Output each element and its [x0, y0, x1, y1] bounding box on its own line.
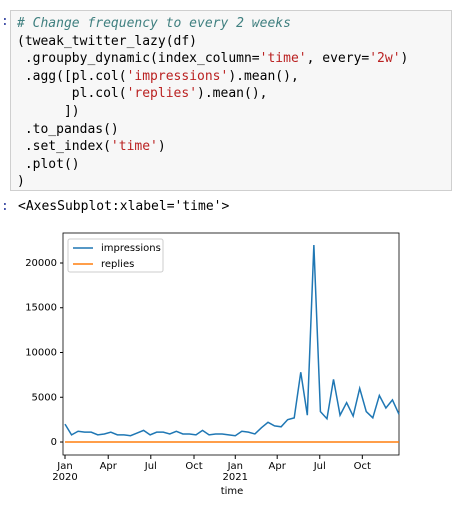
input-prompt: : — [1, 14, 9, 29]
y-tick-label: 20000 — [25, 258, 57, 269]
code-line: pl.col('replies').mean(), — [17, 85, 408, 103]
x-tick-label: Apr — [269, 461, 287, 472]
code-line: ]) — [17, 103, 408, 121]
code-line: .groupby_dynamic(index_column='time', ev… — [17, 50, 409, 68]
code-line: .agg([pl.col('impressions').mean(), — [17, 68, 408, 86]
code-cell[interactable]: # Change frequency to every 2 weeks (twea… — [10, 10, 452, 191]
code-token: ]) — [17, 103, 80, 119]
x-axis-label: time — [221, 486, 244, 497]
x-tick-label: Oct — [354, 461, 371, 472]
output-text: <AxesSubplot:xlabel='time'> — [18, 199, 230, 214]
code-token: pl.col( — [17, 86, 127, 102]
x-tick-label: Jul — [313, 461, 326, 472]
code-line: .to_pandas() — [17, 121, 408, 139]
code-token: , every= — [306, 51, 370, 67]
code-line: # Change frequency to every 2 weeks — [17, 15, 408, 33]
code-token: ) — [157, 139, 166, 155]
code-token: 'replies' — [126, 86, 198, 102]
code-line: (tweak_twitter_lazy(df) — [17, 33, 408, 51]
code-token: ) — [17, 174, 25, 190]
code-line: .plot() — [17, 156, 408, 174]
code-token: .set_index( — [17, 139, 111, 155]
x-tick-label: Apr — [100, 461, 118, 472]
x-year-label: 2020 — [52, 472, 77, 483]
code-token: ).mean(), — [228, 68, 299, 84]
code-line: .set_index('time') — [17, 138, 408, 156]
output-prompt: : — [1, 199, 9, 214]
y-tick-label: 0 — [51, 437, 57, 448]
x-tick-label: Jan — [227, 461, 243, 472]
code-token: ) — [400, 51, 409, 67]
code-token: 'time' — [110, 139, 158, 155]
x-tick-label: Jan — [56, 461, 72, 472]
series-line — [64, 245, 400, 437]
y-tick-label: 10000 — [25, 348, 57, 359]
code-token: .plot() — [17, 156, 80, 172]
code-line: ) — [17, 173, 408, 191]
code-token: (tweak_twitter_lazy(df) — [17, 33, 198, 49]
legend-label: impressions — [101, 243, 161, 254]
code-token: # Change frequency to every 2 weeks — [17, 16, 291, 31]
code-token: 'time' — [259, 51, 307, 67]
code: # Change frequency to every 2 weeks (twea… — [17, 15, 408, 191]
y-tick-label: 5000 — [32, 392, 57, 403]
legend-label: replies — [101, 259, 134, 270]
code-token: .to_pandas() — [17, 121, 119, 137]
code-token: 'impressions' — [126, 68, 229, 84]
x-year-label: 2021 — [223, 472, 248, 483]
code-token: .groupby_dynamic(index_column= — [17, 51, 260, 67]
x-tick-label: Oct — [185, 461, 202, 472]
code-token: ).mean(), — [197, 86, 268, 102]
x-tick-label: Jul — [144, 461, 157, 472]
y-tick-label: 15000 — [25, 303, 57, 314]
code-token: '2w' — [369, 51, 401, 67]
code-token: .agg([pl.col( — [17, 68, 127, 84]
